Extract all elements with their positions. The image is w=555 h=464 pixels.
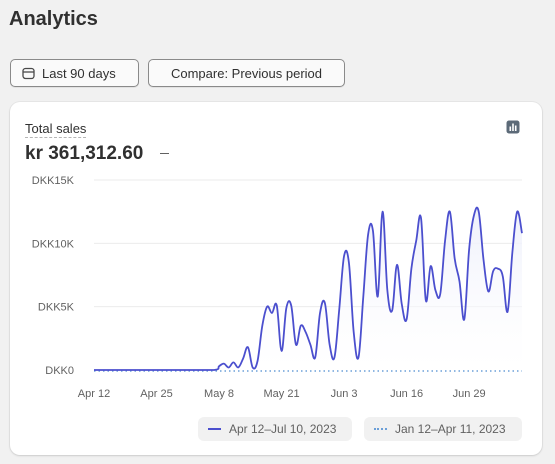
metric-change-dash [160,153,169,154]
legend-previous-period[interactable]: Jan 12–Apr 11, 2023 [364,417,522,441]
legend-swatch-dotted [374,428,387,430]
compare-button[interactable]: Compare: Previous period [148,59,345,87]
y-tick-label: DKK15K [32,175,75,187]
y-tick-label: DKK10K [32,238,75,250]
x-tick-label: May 8 [204,388,234,400]
y-tick-label: DKK5K [38,302,75,314]
legend-previous-label: Jan 12–Apr 11, 2023 [395,422,506,436]
x-tick-label: May 21 [264,388,300,400]
x-tick-label: Jun 29 [453,388,486,400]
sales-chart: DKK0 DKK5K DKK10K DKK15K Apr 12 Apr 25 May 8 Ma… [32,175,523,400]
compare-label: Compare: Previous period [170,65,323,81]
legend-current-label: Apr 12–Jul 10, 2023 [229,422,337,436]
sales-card: Total sales kr 361,312.60 DKK0 DKK5K DKK10… [10,102,542,455]
date-range-button[interactable]: Last 90 days [10,59,139,87]
calendar-icon [22,67,35,80]
metric-label[interactable]: Total sales [25,121,87,138]
x-tick-label: Apr 12 [78,388,110,400]
legend-current-period[interactable]: Apr 12–Jul 10, 2023 [198,417,352,441]
x-tick-label: Apr 25 [140,388,172,400]
page-title: Analytics [9,8,98,30]
legend-swatch-solid [208,428,221,430]
metric-value: kr 361,312.60 [25,143,144,164]
series-area-current [94,207,522,370]
x-tick-label: Jun 3 [331,388,358,400]
y-tick-label: DKK0 [45,365,74,377]
series-line-current [94,206,523,371]
x-tick-label: Jun 16 [390,388,423,400]
date-range-label: Last 90 days [42,65,116,81]
bar-chart-icon[interactable] [506,120,520,134]
